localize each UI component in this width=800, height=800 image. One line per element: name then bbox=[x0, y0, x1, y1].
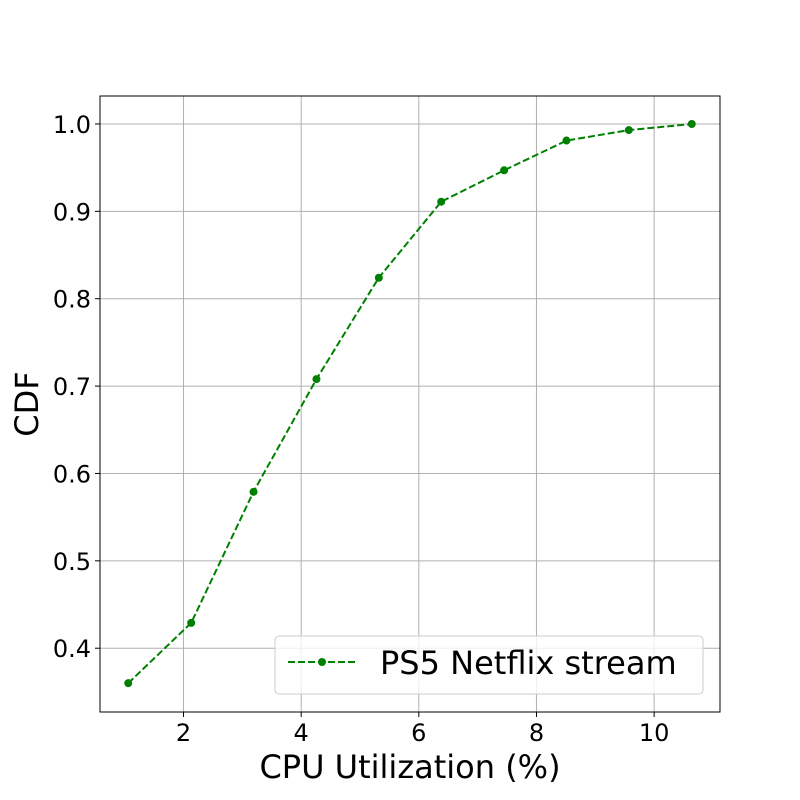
y-tick-label: 0.4 bbox=[53, 635, 91, 663]
y-tick-label: 0.7 bbox=[53, 373, 91, 401]
x-tick-label: 8 bbox=[529, 719, 544, 747]
x-tick-label: 4 bbox=[294, 719, 309, 747]
y-tick-label: 0.9 bbox=[53, 198, 91, 226]
x-tick-label: 2 bbox=[176, 719, 191, 747]
data-point bbox=[500, 166, 509, 175]
x-tick-label: 6 bbox=[411, 719, 426, 747]
data-point bbox=[624, 126, 633, 135]
data-point bbox=[687, 119, 696, 128]
y-axis-label: CDF bbox=[8, 371, 46, 436]
axis-ticks: 2 4 6 8 10 0.4 0.5 0.6 0.7 0.8 0.9 1.0 bbox=[53, 111, 670, 747]
data-point bbox=[124, 679, 133, 688]
data-point bbox=[249, 487, 258, 496]
legend-label: PS5 Netflix stream bbox=[380, 644, 677, 682]
legend-box bbox=[274, 635, 704, 695]
data-series bbox=[124, 119, 696, 688]
x-tick-label: 10 bbox=[639, 719, 670, 747]
y-tick-label: 0.8 bbox=[53, 286, 91, 314]
x-axis-label: CPU Utilization (%) bbox=[259, 748, 560, 786]
plot-area-frame bbox=[99, 95, 721, 713]
y-tick-label: 1.0 bbox=[53, 111, 91, 139]
data-point bbox=[374, 273, 383, 282]
legend: PS5 Netflix stream bbox=[274, 635, 704, 695]
y-tick-label: 0.5 bbox=[53, 548, 91, 576]
y-tick-label: 0.6 bbox=[53, 460, 91, 488]
series-line bbox=[127, 123, 692, 684]
data-point bbox=[437, 197, 446, 206]
data-point bbox=[187, 618, 196, 627]
data-point bbox=[562, 136, 571, 145]
data-point bbox=[312, 375, 321, 384]
legend-marker bbox=[318, 658, 326, 666]
